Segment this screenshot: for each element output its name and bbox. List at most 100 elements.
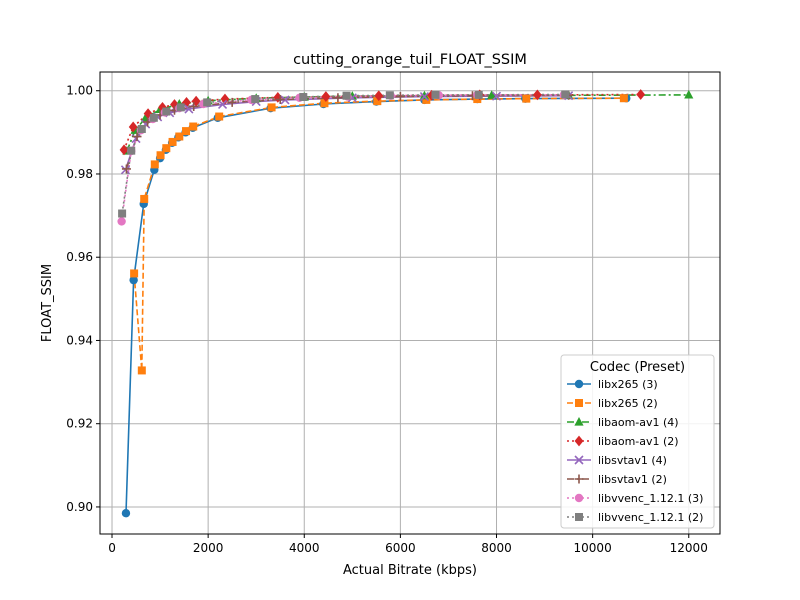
data-point [121, 164, 131, 174]
legend-item: libx265 (3) [567, 378, 658, 391]
data-point [132, 132, 142, 142]
legend-item: libx265 (2) [567, 397, 658, 410]
series-markers-group [117, 90, 568, 226]
data-point [487, 90, 497, 99]
data-point [321, 91, 331, 102]
legend-title: Codec (Preset) [590, 360, 685, 375]
data-point [162, 144, 171, 153]
data-point [374, 90, 384, 102]
y-tick-label: 0.90 [66, 500, 93, 514]
data-point [299, 92, 308, 101]
data-point [395, 92, 405, 102]
data-point [217, 99, 228, 110]
data-point [684, 89, 694, 99]
data-point [561, 90, 570, 99]
x-tick-label: 6000 [385, 541, 416, 555]
data-point [385, 91, 394, 100]
legend-item: libsvtav1 (2) [567, 473, 667, 486]
data-point [140, 194, 149, 203]
y-tick-label: 0.98 [66, 167, 93, 181]
data-point [575, 399, 583, 407]
data-point [522, 94, 531, 103]
legend-item: libvvenc_1.12.1 (2) [567, 511, 703, 524]
x-tick-label: 10000 [574, 541, 612, 555]
data-point [491, 91, 502, 101]
data-point [168, 137, 177, 146]
x-tick-label: 12000 [670, 541, 708, 555]
data-point [431, 90, 440, 99]
plot-frame [99, 71, 721, 535]
data-point [129, 275, 138, 285]
data-point [636, 89, 646, 100]
legend-label: libx265 (2) [598, 397, 658, 410]
data-point [162, 107, 171, 116]
series-markers-group [118, 90, 570, 218]
data-point [574, 474, 584, 484]
x-tick-label: 2000 [193, 541, 224, 555]
data-point [574, 417, 584, 426]
y-axis-label: FLOAT_SSIM [40, 264, 55, 342]
y-tick-label: 1.00 [66, 84, 93, 98]
data-point [118, 209, 127, 218]
data-point [474, 90, 483, 99]
y-tick-label: 0.96 [66, 250, 93, 264]
y-axis-ticks: 0.90 0.92 0.94 0.96 0.98 1.00 [66, 84, 100, 514]
data-point [619, 94, 628, 103]
data-point [422, 95, 431, 104]
data-point [137, 125, 146, 134]
legend: Codec (Preset) libx265 (3)libx265 (2)lib… [560, 354, 715, 529]
legend-item: libaom-av1 (2) [567, 435, 679, 448]
data-point [574, 493, 584, 503]
data-point [127, 146, 136, 155]
data-point [203, 98, 212, 107]
data-point [575, 513, 583, 521]
data-point [419, 90, 430, 100]
data-point [176, 103, 185, 112]
data-point [156, 151, 165, 160]
data-point [227, 97, 237, 107]
data-point [143, 108, 153, 120]
legend-item: libvvenc_1.12.1 (3) [567, 492, 703, 505]
data-point [532, 89, 542, 101]
legend-item: libsvtav1 (4) [567, 454, 667, 467]
data-point [267, 103, 276, 112]
data-point [170, 99, 179, 110]
data-point [251, 95, 260, 104]
data-point [121, 508, 131, 518]
data-point [149, 113, 158, 122]
data-point [117, 217, 126, 226]
series-line [120, 94, 564, 222]
data-point [320, 99, 329, 108]
series-line [121, 93, 566, 214]
data-point [119, 144, 129, 156]
data-point [275, 94, 285, 104]
data-point [137, 366, 146, 375]
x-axis-ticks: 0 2000 4000 6000 8000 10000 12000 [108, 534, 708, 555]
data-point [150, 160, 159, 169]
y-tick-label: 0.94 [66, 333, 93, 347]
data-point [574, 435, 584, 447]
data-point [191, 95, 201, 107]
legend-items: libx265 (3) libx265 (2) libaom-av1 (4) liba… [567, 378, 703, 524]
data-point [333, 93, 343, 103]
data-point [342, 91, 351, 100]
data-point [220, 93, 230, 105]
chart-title: cutting_orange_tuil_FLOAT_SSIM [293, 52, 527, 68]
y-tick-label: 0.92 [66, 417, 93, 431]
legend-label: libsvtav1 (4) [598, 454, 667, 467]
series-markers-group [121, 94, 631, 518]
data-point [574, 379, 584, 389]
x-tick-label: 0 [108, 541, 116, 555]
grid [100, 72, 720, 534]
data-point [130, 269, 139, 278]
x-axis-label: Actual Bitrate (kbps) [343, 563, 477, 578]
data-point [120, 165, 131, 175]
legend-label: libaom-av1 (4) [598, 416, 679, 429]
x-tick-label: 4000 [289, 541, 320, 555]
data-point [574, 455, 584, 465]
legend-label: libx265 (3) [598, 378, 658, 391]
data-point [182, 96, 191, 108]
legend-box [560, 354, 715, 529]
legend-label: libvvenc_1.12.1 (3) [598, 492, 703, 505]
